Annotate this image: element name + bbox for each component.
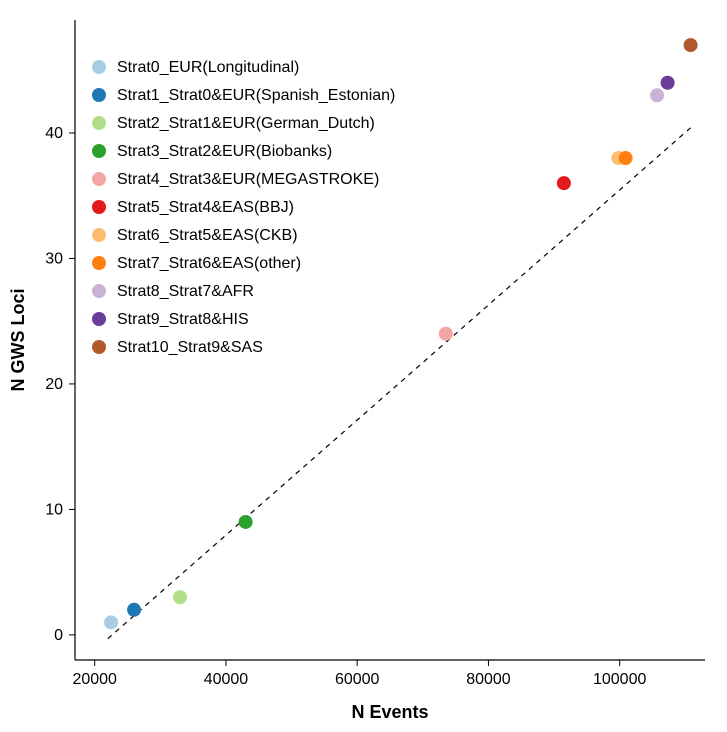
y-tick-label: 0 <box>54 627 63 644</box>
data-point <box>127 603 141 617</box>
data-point <box>619 151 633 165</box>
x-tick-label: 80000 <box>466 671 511 688</box>
data-point <box>684 38 698 52</box>
legend-marker <box>92 200 106 214</box>
legend-label: Strat5_Strat4&EAS(BBJ) <box>117 199 294 216</box>
legend-label: Strat10_Strat9&SAS <box>117 339 263 356</box>
legend-label: Strat6_Strat5&EAS(CKB) <box>117 227 298 244</box>
legend-label: Strat8_Strat7&AFR <box>117 283 254 300</box>
y-tick-label: 40 <box>45 125 63 142</box>
legend-label: Strat2_Strat1&EUR(German_Dutch) <box>117 115 375 132</box>
legend-marker <box>92 88 106 102</box>
y-tick-label: 10 <box>45 501 63 518</box>
legend-marker <box>92 116 106 130</box>
legend-label: Strat1_Strat0&EUR(Spanish_Estonian) <box>117 87 395 104</box>
data-point <box>239 515 253 529</box>
data-point <box>661 76 675 90</box>
y-tick-label: 20 <box>45 376 63 393</box>
chart-svg: 20000 40000 60000 80000 100000 0 10 20 30 40 N Eve… <box>0 0 727 732</box>
x-tick-label: 60000 <box>335 671 380 688</box>
y-axis-label: N GWS Loci <box>8 289 28 392</box>
data-point <box>557 176 571 190</box>
y-tick-label: 30 <box>45 250 63 267</box>
legend-marker <box>92 312 106 326</box>
legend-label: Strat7_Strat6&EAS(other) <box>117 255 301 272</box>
x-tick-label: 100000 <box>593 671 646 688</box>
legend-marker <box>92 284 106 298</box>
x-tick-label: 20000 <box>72 671 117 688</box>
scatter-chart: 20000 40000 60000 80000 100000 0 10 20 30 40 N Eve… <box>0 0 727 732</box>
data-point <box>104 615 118 629</box>
data-point <box>650 88 664 102</box>
legend-label: Strat3_Strat2&EUR(Biobanks) <box>117 143 332 160</box>
legend-marker <box>92 172 106 186</box>
data-point <box>439 327 453 341</box>
x-axis-label: N Events <box>351 702 428 722</box>
legend-label: Strat0_EUR(Longitudinal) <box>117 59 299 76</box>
data-point <box>173 590 187 604</box>
legend-marker <box>92 228 106 242</box>
legend-label: Strat9_Strat8&HIS <box>117 311 249 328</box>
legend-marker <box>92 60 106 74</box>
legend-marker <box>92 144 106 158</box>
x-tick-label: 40000 <box>204 671 249 688</box>
legend-label: Strat4_Strat3&EUR(MEGASTROKE) <box>117 171 379 188</box>
legend-marker <box>92 256 106 270</box>
legend-marker <box>92 340 106 354</box>
